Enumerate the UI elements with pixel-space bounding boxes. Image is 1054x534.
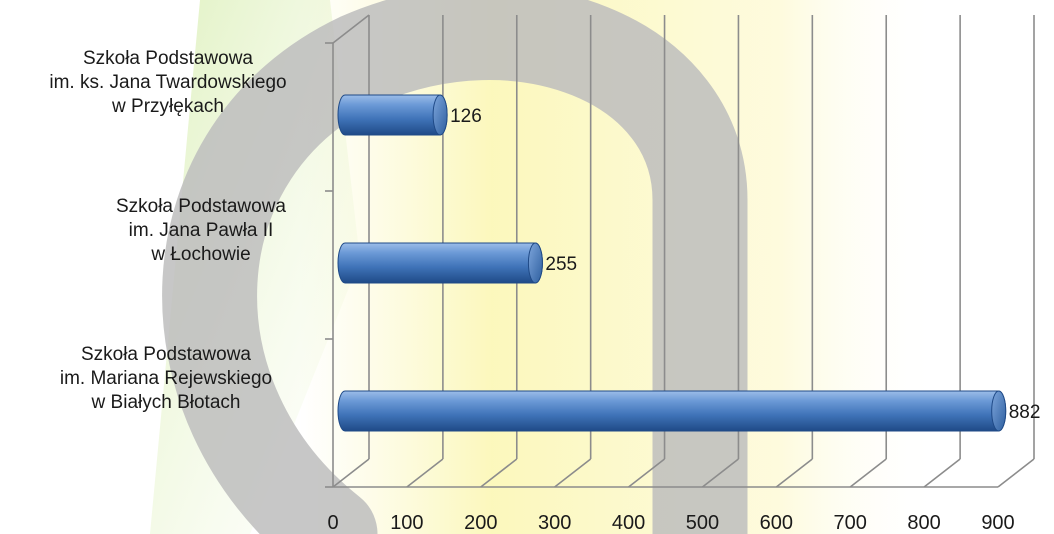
- category-label-line: w Białych Błotach: [91, 392, 241, 413]
- bar-end-cap: [527, 242, 543, 284]
- bar-end-cap: [991, 390, 1007, 432]
- floor-gridline: [701, 458, 739, 488]
- floor-gridline: [628, 458, 666, 488]
- x-tick-label: 900: [981, 512, 1014, 534]
- category-label: Szkoła Podstawowa im. ks. Jana Twardowski…: [49, 48, 286, 117]
- bar-body: [337, 390, 1007, 432]
- data-label: 255: [545, 254, 577, 275]
- x-tick-label: 600: [760, 512, 793, 534]
- side-wall-top-edge: [332, 14, 370, 44]
- category-label: Szkoła Podstawowa im. Jana Pawła II w Łoch…: [116, 196, 286, 265]
- bar: [337, 242, 543, 284]
- category-label-line: Szkoła Podstawowa: [81, 344, 251, 365]
- x-tick-label: 100: [390, 512, 423, 534]
- x-tick-label: 800: [907, 512, 940, 534]
- category-label-line: im. Mariana Rejewskiego: [60, 368, 272, 389]
- floor-gridline: [997, 458, 1035, 488]
- data-label: 126: [450, 106, 482, 127]
- bars: [337, 94, 1007, 432]
- bar-body: [337, 242, 543, 284]
- x-tick-label: 500: [686, 512, 719, 534]
- gridlines: [325, 14, 1035, 488]
- x-tick-label: 200: [464, 512, 497, 534]
- category-label-line: im. ks. Jana Twardowskiego: [49, 72, 286, 93]
- category-label-line: w Łochowie: [150, 244, 250, 265]
- x-tick-label: 300: [538, 512, 571, 534]
- bar: [337, 94, 448, 136]
- floor-gridline: [923, 458, 961, 488]
- category-label: Szkoła Podstawowa im. Mariana Rejewskiego…: [60, 344, 272, 413]
- category-label-line: Szkoła Podstawowa: [83, 48, 253, 69]
- floor-gridline: [406, 458, 444, 488]
- watermark-background: [150, 0, 940, 534]
- x-tick-label: 0: [327, 512, 338, 534]
- watermark-grey-arc: [162, 0, 748, 534]
- category-label-line: Szkoła Podstawowa: [116, 196, 286, 217]
- labels: 0 100 200 300 400 500 600 700 800 900 126 Szkoła Po…: [49, 48, 1040, 534]
- floor-gridline: [775, 458, 813, 488]
- bar-body: [337, 94, 448, 136]
- data-label: 882: [1009, 402, 1041, 423]
- category-label-line: w Przyłękach: [111, 96, 224, 117]
- floor-gridline: [849, 458, 887, 488]
- floor-gridline: [554, 458, 592, 488]
- x-tick-label: 700: [834, 512, 867, 534]
- category-label-line: im. Jana Pawła II: [129, 220, 274, 241]
- floor-gridline: [480, 458, 518, 488]
- bar: [337, 390, 1007, 432]
- bar-end-cap: [432, 94, 448, 136]
- x-tick-label: 400: [612, 512, 645, 534]
- floor-gridline: [332, 458, 370, 488]
